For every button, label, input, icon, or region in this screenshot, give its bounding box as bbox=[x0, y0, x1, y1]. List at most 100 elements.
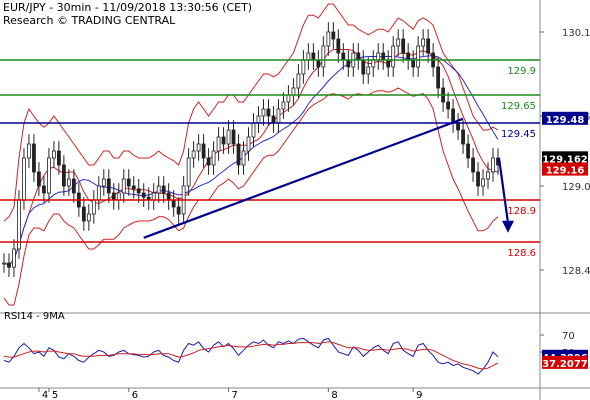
ma-slow-line bbox=[3, 54, 499, 266]
candle-body bbox=[7, 262, 11, 268]
chart-title: EUR/JPY - 30min - 11/09/2018 13:30:56 (C… bbox=[3, 1, 253, 14]
candle-body bbox=[256, 115, 261, 124]
candle-body bbox=[346, 59, 351, 68]
candle-body bbox=[401, 38, 406, 54]
candle-body bbox=[446, 101, 451, 110]
candle-body bbox=[481, 178, 485, 187]
candle-body bbox=[171, 199, 176, 208]
level-label: 129.45 bbox=[501, 129, 536, 140]
upper-bollinger-line bbox=[3, 3, 499, 222]
candle-body bbox=[276, 108, 281, 124]
candle-body bbox=[86, 213, 91, 222]
candle-body bbox=[396, 38, 401, 47]
candle-body bbox=[216, 136, 221, 152]
candle-body bbox=[191, 150, 196, 159]
candle-body bbox=[341, 52, 346, 61]
candle-body bbox=[356, 52, 361, 61]
candle-body bbox=[231, 129, 236, 145]
candle-body bbox=[226, 129, 231, 145]
candle-body bbox=[291, 87, 296, 96]
level-label: 129.9 bbox=[507, 66, 536, 77]
chart-attribution: Research © TRADING CENTRAL bbox=[3, 14, 176, 27]
candle-body bbox=[56, 150, 61, 166]
candle-body bbox=[241, 150, 246, 166]
x-tick-label: 9 bbox=[416, 390, 422, 400]
candle-body bbox=[286, 94, 291, 103]
candle-body bbox=[221, 136, 226, 145]
level-label: 128.6 bbox=[507, 248, 536, 259]
candle-body bbox=[12, 248, 16, 268]
candle-body bbox=[91, 199, 96, 215]
x-tick-label: 7 bbox=[232, 390, 238, 400]
candle-body bbox=[176, 206, 181, 215]
candle-body bbox=[2, 262, 6, 265]
candle-body bbox=[466, 143, 470, 159]
candle-body bbox=[51, 150, 56, 159]
price-badge bbox=[542, 162, 588, 176]
support-trendline bbox=[143, 117, 464, 239]
y-tick-label: 128.4 bbox=[562, 266, 590, 277]
rsi-title: RSI14 - 9MA bbox=[4, 311, 65, 322]
candle-body bbox=[211, 150, 216, 166]
candle-body bbox=[166, 192, 171, 201]
candle-body bbox=[366, 66, 371, 75]
candle-body bbox=[386, 59, 391, 68]
rsi-y-tick-label: 70 bbox=[562, 331, 575, 342]
y-tick-label: 130.1 bbox=[562, 28, 590, 39]
candle-body bbox=[236, 143, 241, 166]
candle-body bbox=[161, 185, 166, 194]
candle-body bbox=[116, 192, 121, 201]
candle-body bbox=[281, 101, 286, 110]
candle-body bbox=[296, 73, 301, 89]
candle-body bbox=[27, 143, 31, 159]
candle-body bbox=[32, 143, 36, 173]
candle-body bbox=[186, 157, 191, 187]
candle-body bbox=[66, 178, 71, 187]
candle-body bbox=[426, 38, 431, 54]
candle-body bbox=[47, 157, 51, 194]
candle-body bbox=[136, 188, 141, 194]
rsi-ma-line bbox=[3, 341, 499, 370]
candle-body bbox=[406, 52, 411, 61]
candle-body bbox=[336, 38, 341, 54]
candle-body bbox=[361, 59, 366, 75]
candle-body bbox=[151, 192, 156, 201]
candle-body bbox=[141, 192, 146, 198]
candle-body bbox=[486, 171, 490, 180]
candle-body bbox=[206, 157, 211, 166]
y-tick-label: 129.0 bbox=[562, 182, 590, 193]
candle-body bbox=[451, 108, 455, 124]
candle-body bbox=[71, 178, 76, 194]
level-label: 128.9 bbox=[507, 206, 536, 217]
candle-body bbox=[261, 108, 266, 117]
candle-body bbox=[251, 122, 256, 138]
candle-body bbox=[391, 45, 396, 68]
price-badge bbox=[542, 151, 588, 165]
rsi-badge bbox=[542, 355, 588, 369]
rsi-badge-label: 37.2077 bbox=[542, 359, 588, 370]
x-tick-label: 6 bbox=[132, 390, 138, 400]
rsi-line bbox=[3, 337, 499, 375]
price-badge bbox=[542, 111, 588, 125]
candle-body bbox=[61, 164, 66, 187]
candle-body bbox=[246, 136, 251, 152]
level-label: 129.65 bbox=[501, 101, 536, 112]
candle-body bbox=[321, 45, 326, 68]
price-badge-label: 129.48 bbox=[546, 115, 585, 126]
candle-body bbox=[131, 185, 136, 190]
candle-body bbox=[371, 59, 376, 68]
candle-body bbox=[326, 31, 331, 47]
candle-body bbox=[476, 171, 480, 187]
candle-body bbox=[42, 185, 46, 194]
x-tick-label: 5 bbox=[52, 390, 58, 400]
projection-arrowhead bbox=[502, 220, 514, 233]
candle-body bbox=[271, 115, 276, 124]
candle-body bbox=[106, 178, 111, 194]
x-tick-label: 4 bbox=[42, 390, 48, 400]
candle-body bbox=[316, 59, 321, 68]
candle-body bbox=[201, 143, 206, 159]
candle-body bbox=[461, 129, 465, 145]
candle-body bbox=[471, 157, 475, 173]
candle-body bbox=[156, 185, 161, 194]
